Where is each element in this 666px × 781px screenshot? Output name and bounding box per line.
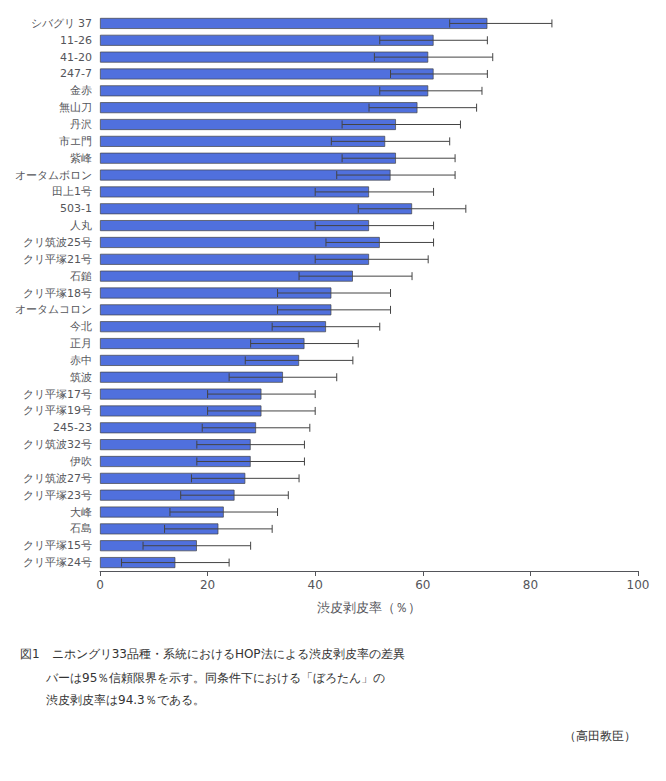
svg-text:503-1: 503-1 [60,202,92,215]
svg-text:オータムコロン: オータムコロン [15,303,92,316]
svg-text:（高田教臣）: （高田教臣） [564,729,636,743]
svg-text:クリ平塚24号: クリ平塚24号 [23,556,92,569]
svg-text:丹沢: 丹沢 [70,118,92,131]
svg-text:クリ筑波32号: クリ筑波32号 [23,438,92,451]
svg-text:金赤: 金赤 [70,84,92,97]
svg-text:人丸: 人丸 [70,219,92,232]
svg-text:筑波: 筑波 [70,371,92,384]
svg-text:正月: 正月 [70,337,92,350]
svg-text:クリ筑波27号: クリ筑波27号 [23,472,92,485]
svg-text:クリ平塚17号: クリ平塚17号 [23,388,92,401]
svg-text:大峰: 大峰 [70,506,92,519]
svg-text:石島: 石島 [70,522,92,535]
svg-text:クリ筑波25号: クリ筑波25号 [23,236,92,249]
svg-text:図1 ニホングリ33品種・系統におけるHOP法による渋皮剥皮: 図1 ニホングリ33品種・系統におけるHOP法による渋皮剥皮率の差異 [20,647,405,661]
svg-text:245-23: 245-23 [53,421,92,434]
svg-text:60: 60 [415,578,430,592]
svg-text:田上1号: 田上1号 [52,185,92,198]
svg-text:クリ平塚21号: クリ平塚21号 [23,253,92,266]
svg-text:11-26: 11-26 [60,34,92,47]
svg-text:クリ平塚18号: クリ平塚18号 [23,287,92,300]
svg-text:紫峰: 紫峰 [70,152,92,165]
svg-text:今北: 今北 [70,320,92,333]
svg-text:20: 20 [200,578,215,592]
svg-text:クリ平塚23号: クリ平塚23号 [23,489,92,502]
svg-text:石鎚: 石鎚 [70,270,92,283]
svg-text:40: 40 [308,578,323,592]
svg-text:赤中: 赤中 [70,354,92,367]
svg-text:100: 100 [627,578,650,592]
svg-text:247-7: 247-7 [60,67,92,80]
svg-text:クリ平塚15号: クリ平塚15号 [23,539,92,552]
svg-text:渋皮剥皮率（％）: 渋皮剥皮率（％） [317,600,421,615]
svg-text:無山刀: 無山刀 [59,101,92,114]
svg-text:41-20: 41-20 [60,51,92,64]
svg-text:オータムボロン: オータムボロン [15,169,92,182]
svg-text:80: 80 [523,578,538,592]
svg-text:市エ門: 市エ門 [59,135,92,148]
svg-text:0: 0 [96,578,104,592]
svg-text:伊吹: 伊吹 [70,455,92,468]
svg-text:シバグリ 37: シバグリ 37 [31,17,93,30]
svg-text:クリ平塚19号: クリ平塚19号 [23,404,92,417]
svg-text:渋皮剥皮率は94.3％である。: 渋皮剥皮率は94.3％である。 [46,693,205,707]
svg-text:バーは95％信頼限界を示す。同条件下における「ぼろたん」の: バーは95％信頼限界を示す。同条件下における「ぼろたん」の [45,671,385,685]
